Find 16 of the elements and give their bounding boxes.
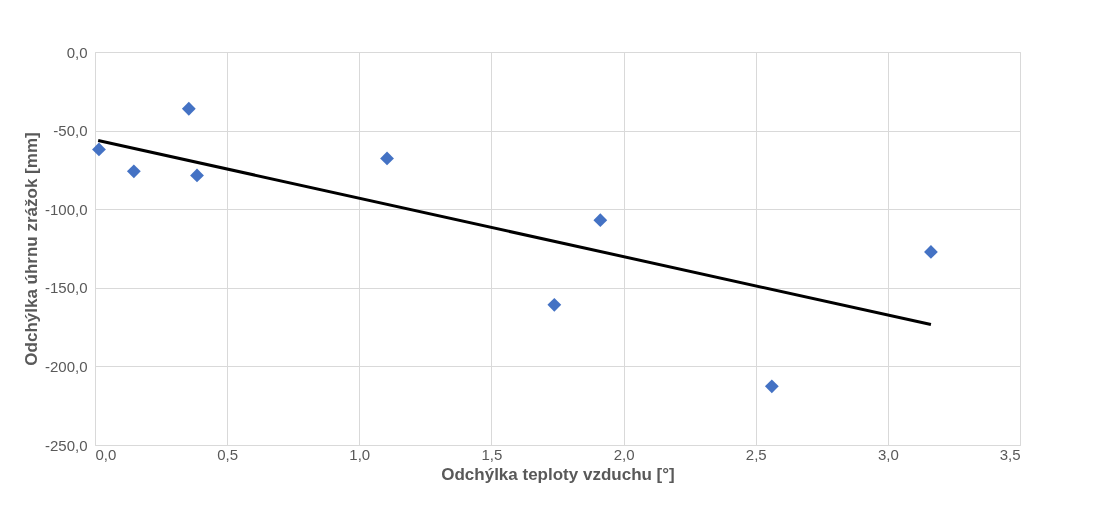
- x-tick-label: 0,5: [217, 445, 239, 463]
- y-tick-label: 0,0: [66, 43, 88, 61]
- x-tick-label: 3,5: [999, 445, 1021, 463]
- y-tick-label: -50,0: [53, 122, 88, 140]
- x-axis-title: Odchýlka teploty vzduchu [°]: [441, 464, 675, 484]
- x-tick-label: 1,5: [481, 445, 503, 463]
- y-tick-label: -200,0: [44, 357, 88, 375]
- x-tick-label: 0,0: [95, 445, 117, 463]
- y-tick-label: -250,0: [44, 436, 88, 454]
- y-axis-title: Odchýlka úhrnu zrážok [mm]: [21, 132, 41, 366]
- x-tick-label: 2,5: [745, 445, 767, 463]
- x-tick-label: 3,0: [877, 445, 899, 463]
- y-tick-label: -100,0: [44, 200, 88, 218]
- x-tick-label: 2,0: [613, 445, 635, 463]
- x-tick-label: 1,0: [349, 445, 371, 463]
- y-tick-label: -150,0: [44, 279, 88, 297]
